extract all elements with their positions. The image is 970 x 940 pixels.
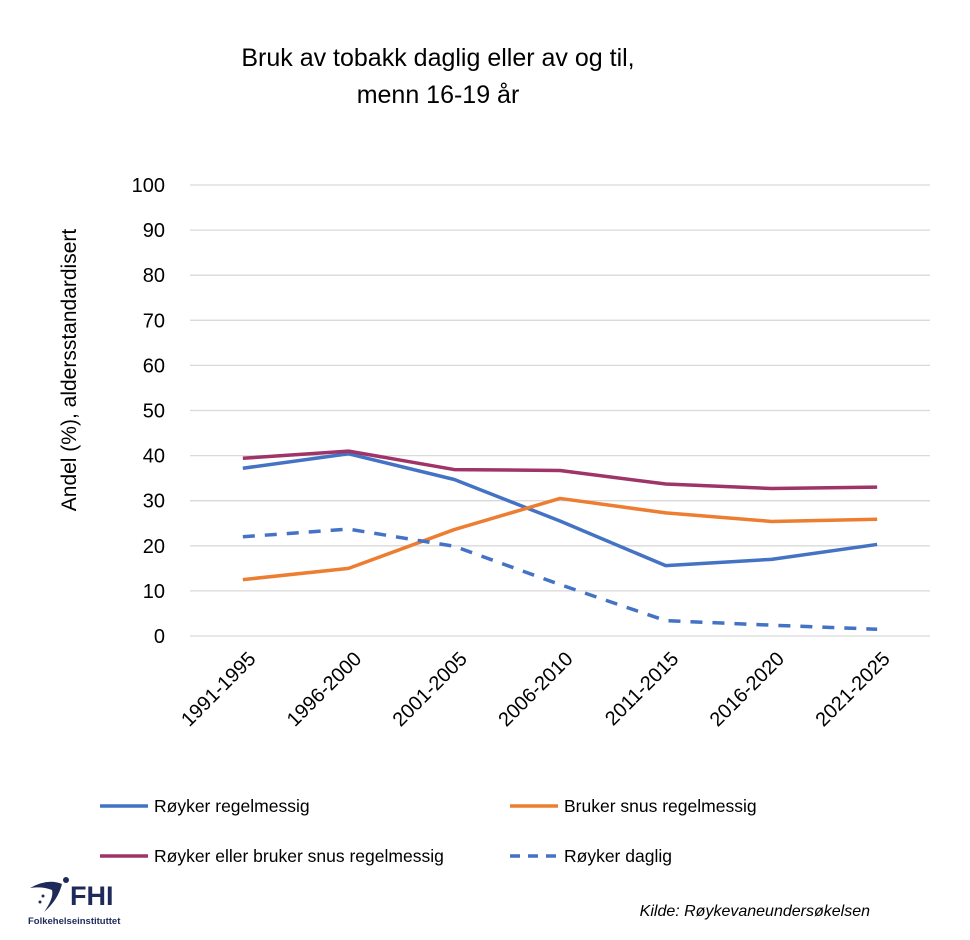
x-tick-label: 2011-2015 (601, 648, 683, 730)
y-tick-label: 90 (143, 220, 165, 242)
logo-dot-icon (63, 877, 69, 883)
legend-label: Røyker regelmessig (154, 796, 310, 816)
fhi-logo: FHI Folkehelseinstituttet (28, 877, 121, 927)
legend-label: Røyker daglig (564, 846, 672, 866)
x-tick-label: 1991-1995 (177, 648, 260, 731)
logo-subtitle: Folkehelseinstituttet (28, 916, 121, 927)
y-tick-label: 50 (143, 401, 165, 423)
logo-swoosh-icon (30, 881, 62, 912)
y-tick-label: 100 (132, 175, 165, 197)
y-tick-label: 20 (143, 536, 165, 558)
y-axis-label: Andel (%), aldersstandardisert (58, 229, 81, 512)
logo-text: FHI (70, 881, 114, 911)
x-tick-label: 2006-2010 (494, 648, 577, 731)
legend-label: Bruker snus regelmessig (564, 796, 757, 816)
legend-label: Røyker eller bruker snus regelmessig (154, 846, 444, 866)
logo-dot-icon (41, 894, 45, 898)
x-tick-label: 2001-2005 (389, 648, 472, 731)
y-tick-label: 30 (143, 491, 165, 513)
series-line-4 (242, 527, 878, 631)
logo-dot-icon (38, 900, 42, 904)
chart-title-line-1: Bruk av tobakk daglig eller av og til, (241, 44, 634, 72)
x-tick-label: 1996-2000 (283, 648, 366, 731)
series-line-2 (242, 496, 878, 582)
chart-title-line-2: menn 16-19 år (357, 81, 520, 109)
y-tick-label: 40 (143, 446, 165, 468)
source-note: Kilde: Røykevaneundersøkelsen (640, 903, 870, 920)
y-tick-label: 70 (143, 310, 165, 332)
y-tick-label: 60 (143, 355, 165, 377)
x-tick-label: 2021-2025 (811, 648, 894, 731)
y-tick-label: 0 (154, 626, 165, 648)
y-tick-label: 80 (143, 265, 165, 287)
x-tick-label: 2016-2020 (706, 648, 789, 731)
y-tick-label: 10 (143, 581, 165, 603)
